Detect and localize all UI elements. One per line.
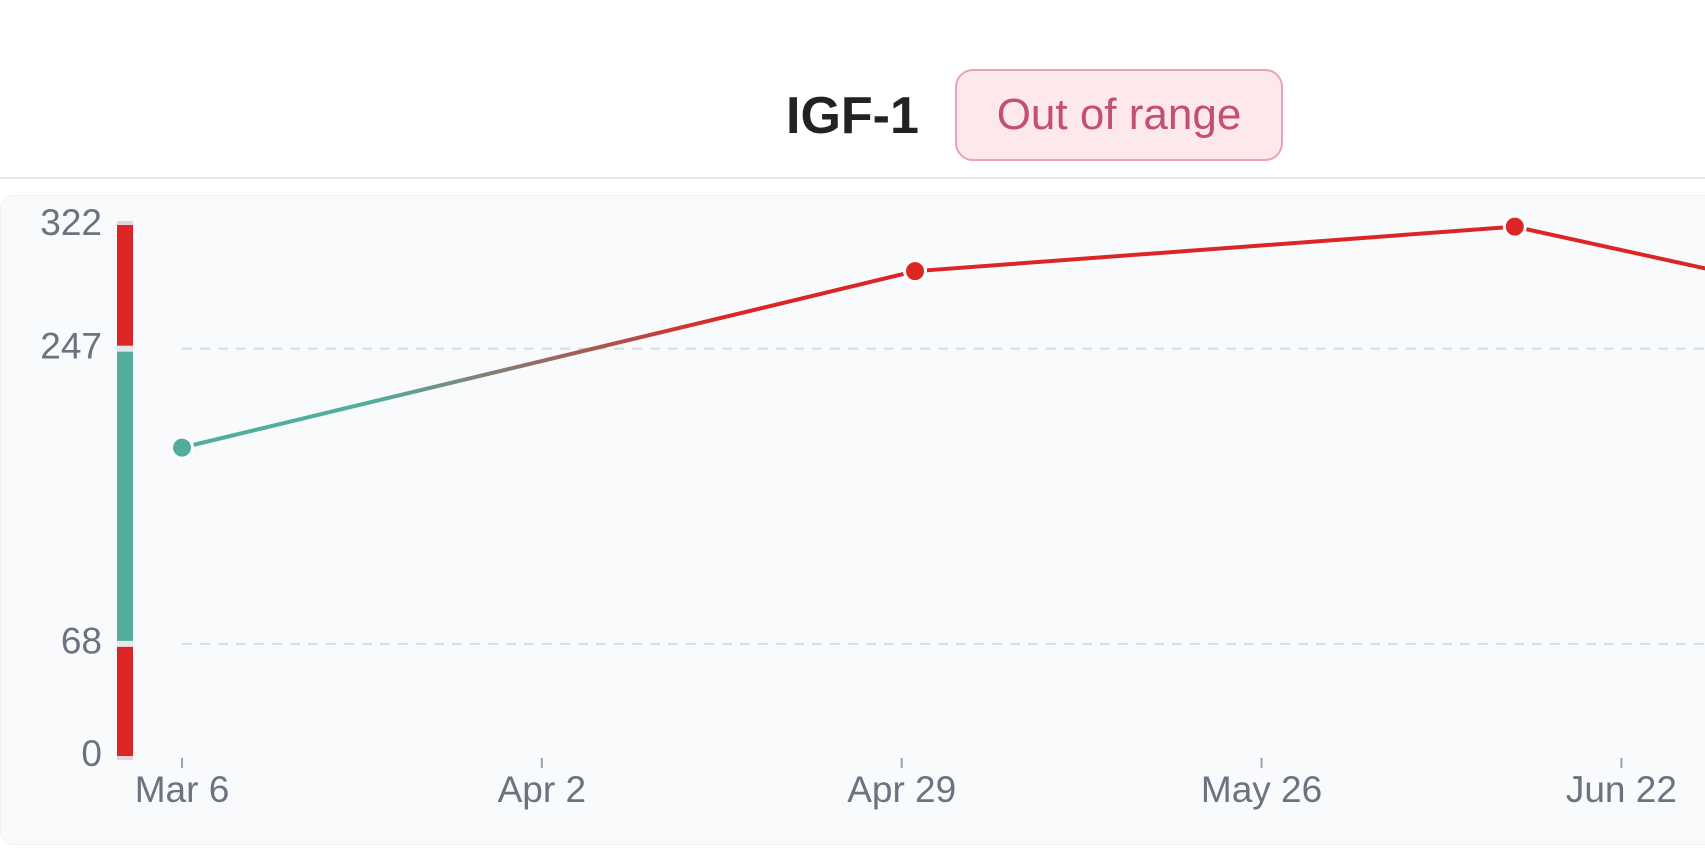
range-divider xyxy=(117,640,133,647)
x-tick-label: Jun 22 xyxy=(1566,769,1677,810)
x-tick-label: Apr 29 xyxy=(847,769,956,810)
x-tick-label: Apr 2 xyxy=(498,769,586,810)
range-divider xyxy=(117,345,133,352)
low-range xyxy=(117,643,133,756)
normal-range xyxy=(117,348,133,644)
line xyxy=(181,224,1705,450)
y-tick-label: 68 xyxy=(61,621,102,662)
data-point xyxy=(903,259,928,284)
y-tick-label: 322 xyxy=(40,202,102,243)
header: IGF-1 Out of range xyxy=(0,0,1705,179)
data-point xyxy=(1502,214,1527,239)
high-range xyxy=(117,225,133,349)
chart-panel xyxy=(0,195,1705,845)
x-tick-label: May 26 xyxy=(1201,769,1322,810)
status-badge: Out of range xyxy=(955,69,1283,161)
y-tick-label: 0 xyxy=(81,733,102,774)
y-tick-label: 247 xyxy=(40,325,102,366)
x-tick-label: Mar 6 xyxy=(135,769,230,810)
title: IGF-1 xyxy=(786,87,919,145)
data-point xyxy=(170,435,194,460)
